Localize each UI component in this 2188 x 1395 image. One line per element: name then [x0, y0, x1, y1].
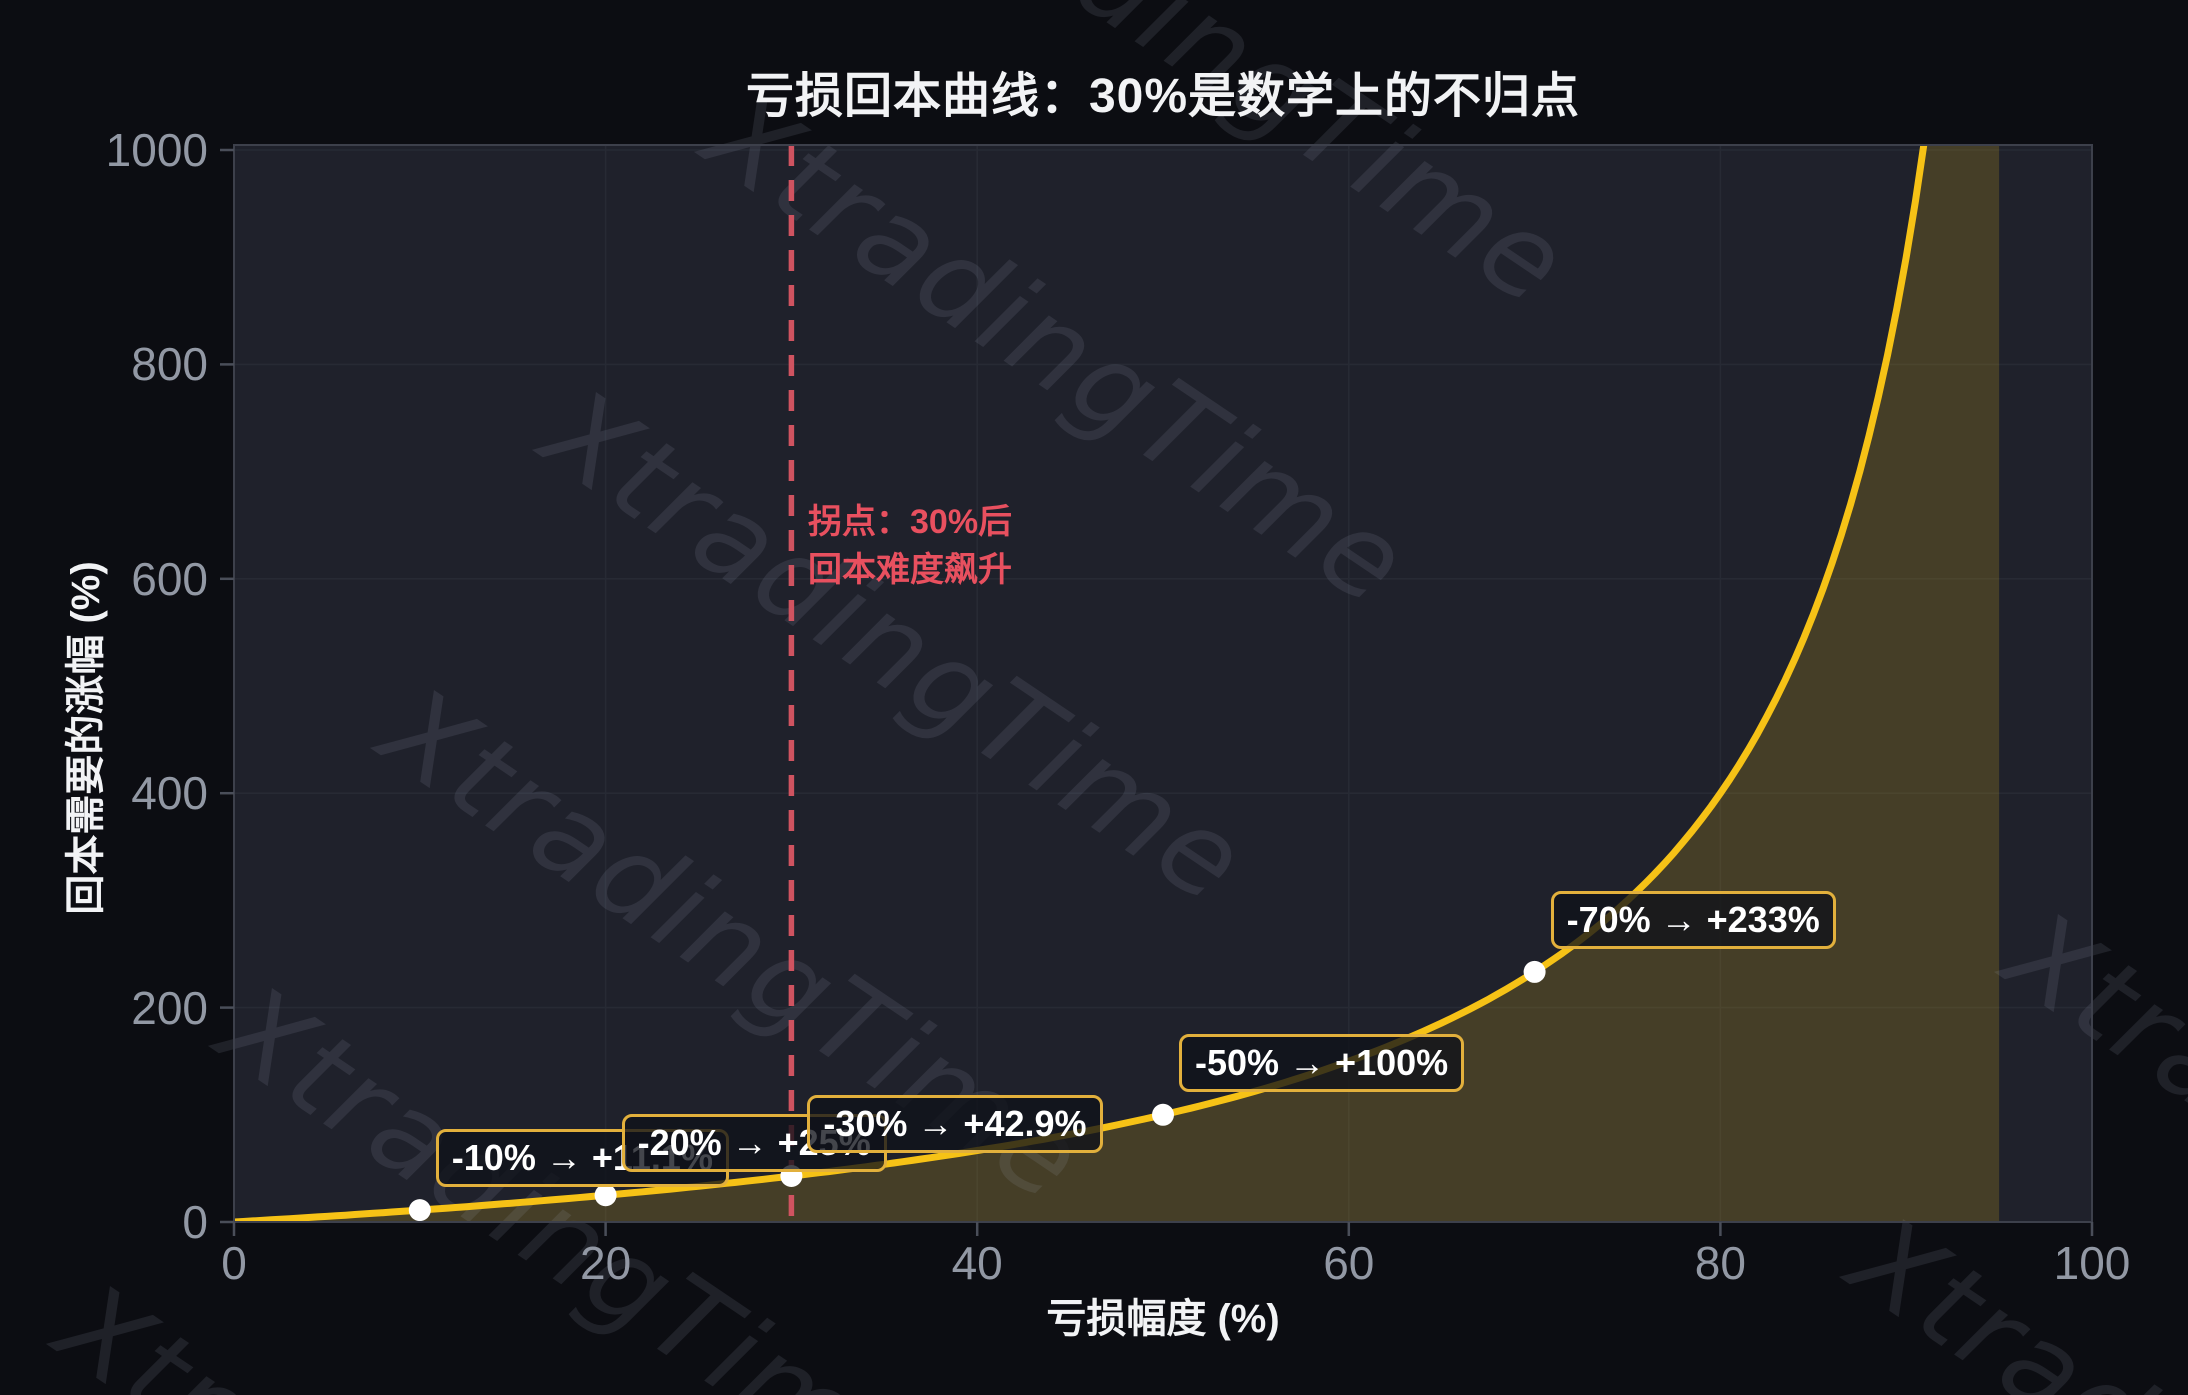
area-fill — [234, 145, 2000, 1222]
data-point-marker — [594, 1184, 617, 1207]
data-point-marker — [1523, 960, 1546, 983]
y-axis-title: 回本需要的涨幅 (%) — [64, 561, 108, 915]
recovery-curve-line — [234, 145, 1928, 1222]
y-tick-label: 200 — [131, 981, 208, 1034]
y-tick-label: 0 — [182, 1196, 208, 1248]
y-tick-label: 1000 — [105, 124, 208, 176]
x-tick-label: 40 — [951, 1237, 1003, 1289]
chart-title: 亏损回本曲线：30%是数学上的不归点 — [745, 70, 1581, 123]
x-tick-label: 100 — [2053, 1237, 2131, 1289]
x-tick-label: 60 — [1323, 1237, 1375, 1289]
y-tick-label: 600 — [131, 552, 208, 605]
x-tick-label: 80 — [1694, 1237, 1746, 1289]
x-tick-label: 0 — [221, 1237, 247, 1289]
axes-frame — [233, 144, 2093, 1223]
point-label: -50% → +100% — [1179, 1033, 1465, 1092]
y-tick-label: 400 — [131, 767, 208, 820]
x-axis-title: 亏损幅度 (%) — [1046, 1297, 1280, 1341]
inflection-annotation-line2: 回本难度飙升 — [808, 551, 1012, 590]
inflection-annotation-line1: 拐点：30%后 — [808, 503, 1013, 541]
x-tick-label: 20 — [580, 1237, 632, 1289]
y-tick-label: 800 — [131, 338, 208, 391]
inflection-annotation: 拐点：30%后 回本难度飙升 — [808, 498, 1012, 595]
point-label: -70% → +233% — [1550, 890, 1836, 949]
point-label: -30% → +42.9% — [807, 1095, 1103, 1153]
data-point-marker — [408, 1199, 431, 1222]
data-point-marker — [1152, 1103, 1174, 1126]
